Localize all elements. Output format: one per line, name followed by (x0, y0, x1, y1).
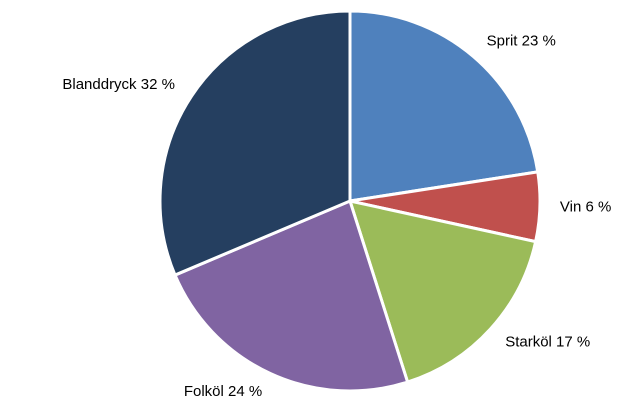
slice-label: Sprit 23 % (487, 32, 556, 49)
slice-label: Blanddryck 32 % (62, 76, 175, 93)
slice-value: 24 % (228, 383, 262, 400)
slice-value: 6 % (585, 198, 611, 215)
slice-category: Folköl (184, 383, 224, 400)
slice-value: 32 % (141, 76, 175, 93)
slice-value: 23 % (522, 32, 556, 49)
pie-slice (173, 199, 410, 393)
pie-slice (348, 9, 540, 203)
slice-category: Vin (560, 198, 581, 215)
slice-category: Starköl (505, 333, 552, 350)
slice-value: 17 % (556, 333, 590, 350)
pie-slice (158, 9, 352, 277)
slice-category: Blanddryck (62, 76, 137, 93)
pie-slice (348, 199, 538, 384)
slice-label: Folköl 24 % (184, 383, 262, 400)
slice-label: Vin 6 % (560, 198, 611, 215)
slice-category: Sprit (487, 32, 519, 49)
slice-label: Starköl 17 % (505, 333, 590, 350)
